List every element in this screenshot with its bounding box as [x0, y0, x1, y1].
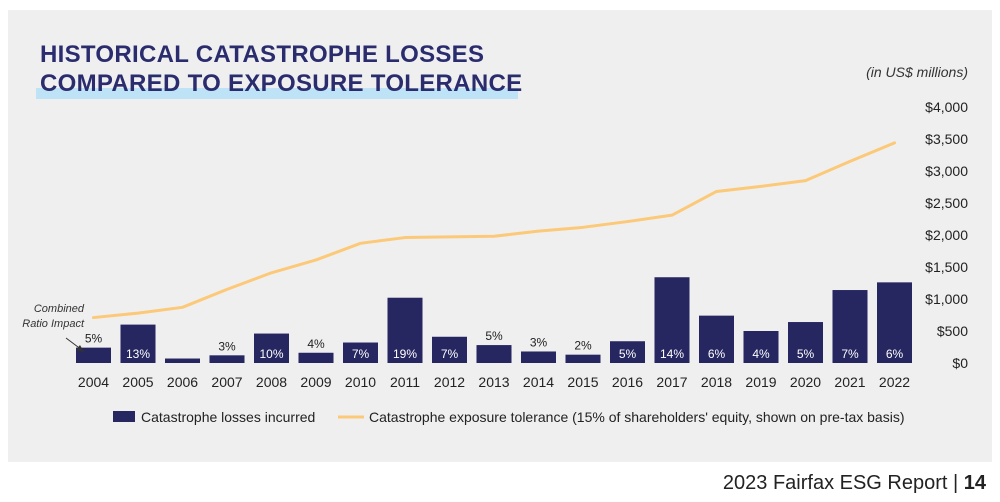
bar: [76, 347, 111, 363]
bar: [254, 333, 289, 363]
units-note: (in US$ millions): [866, 64, 968, 80]
tolerance-line: [92, 141, 896, 320]
legend-label-line: Catastrophe exposure tolerance (15% of s…: [369, 409, 905, 425]
y-tick-label: $1,500: [925, 259, 968, 275]
bar: [654, 277, 690, 363]
bar: [120, 324, 156, 363]
bar-data-label: 7%: [441, 347, 459, 361]
legend-label-bars: Catastrophe losses incurred: [141, 409, 315, 425]
bar-data-label: 5%: [619, 347, 637, 361]
bar: [610, 341, 645, 363]
x-tick-label: 2013: [478, 374, 509, 390]
annotation-arrowhead: [76, 345, 84, 352]
x-tick-label: 2004: [78, 374, 109, 390]
bar: [832, 290, 868, 363]
x-tick-label: 2021: [834, 374, 865, 390]
y-tick-label: $1,000: [925, 291, 968, 307]
x-tick-label: 2006: [167, 374, 198, 390]
x-tick-label: 2017: [656, 374, 687, 390]
bar: [565, 354, 601, 363]
x-tick-label: 2016: [612, 374, 643, 390]
title-line-2: COMPARED TO EXPOSURE TOLERANCE: [40, 70, 523, 97]
bar-data-label: 3%: [530, 335, 548, 349]
footer-text: 2023 Fairfax ESG Report |: [722, 472, 964, 494]
page-number: 14: [963, 472, 986, 494]
x-tick-label: 2008: [256, 374, 287, 390]
bar-data-label: 6%: [708, 347, 726, 361]
legend-swatch-bars: [113, 411, 135, 422]
bar-data-label: 7%: [352, 347, 370, 361]
bar-data-label: 7%: [841, 347, 859, 361]
bar: [877, 282, 912, 363]
y-tick-label: $2,500: [925, 195, 968, 211]
x-tick-label: 2007: [211, 374, 242, 390]
bar-data-label: 4%: [307, 337, 325, 351]
bar: [343, 342, 378, 363]
y-tick-label: $4,000: [925, 99, 968, 115]
y-tick-label: $2,000: [925, 227, 968, 243]
x-tick-label: 2015: [567, 374, 598, 390]
chart-title: HISTORICAL CATASTROPHE LOSSES COMPARED T…: [40, 40, 522, 98]
y-tick-label: $3,000: [925, 163, 968, 179]
bar-data-label: 14%: [660, 347, 684, 361]
bar-data-label: 6%: [886, 347, 904, 361]
bar: [432, 336, 467, 363]
bar-data-label: 5%: [485, 329, 503, 343]
chart-plot: $4,000 $3,500 $3,000 $2,500 $2,000 $1,500 $1,0…: [65, 99, 968, 425]
y-tick-label: $500: [937, 323, 968, 339]
x-tick-label: 2020: [790, 374, 821, 390]
x-tick-label: 2019: [745, 374, 776, 390]
bar-data-label: 10%: [259, 347, 283, 361]
title-highlight: [36, 88, 518, 99]
combined-ratio-annotation: Combined Ratio Impact: [22, 303, 84, 330]
x-tick-label: 2010: [345, 374, 376, 390]
bar: [165, 358, 200, 363]
bar: [387, 297, 423, 363]
bar: [699, 315, 734, 363]
bar-data-label: 19%: [393, 347, 417, 361]
title-line-1: HISTORICAL CATASTROPHE LOSSES: [40, 41, 485, 68]
bar: [743, 331, 779, 363]
y-tick-label: $3,500: [925, 131, 968, 147]
x-tick-label: 2011: [390, 374, 420, 390]
bar-data-label: 4%: [752, 347, 770, 361]
bar-data-label: 5%: [85, 332, 103, 346]
bar: [788, 322, 823, 363]
bar: [298, 352, 334, 363]
x-tick-label: 2009: [300, 374, 331, 390]
x-tick-label: 2012: [434, 374, 465, 390]
x-tick-label: 2022: [879, 374, 910, 390]
x-tick-label: 2014: [523, 374, 554, 390]
x-tick-label: 2018: [701, 374, 732, 390]
y-tick-label: $0: [952, 355, 968, 371]
bar: [209, 355, 245, 363]
bar-data-label: 5%: [797, 347, 815, 361]
bar-data-label: 13%: [126, 347, 150, 361]
x-tick-label: 2005: [122, 374, 153, 390]
bar-data-label: 3%: [218, 339, 236, 353]
bar: [476, 345, 512, 363]
bar: [521, 351, 556, 363]
footer: 2023 Fairfax ESG Report | 14: [723, 472, 986, 495]
bar-data-label: 2%: [574, 339, 592, 353]
